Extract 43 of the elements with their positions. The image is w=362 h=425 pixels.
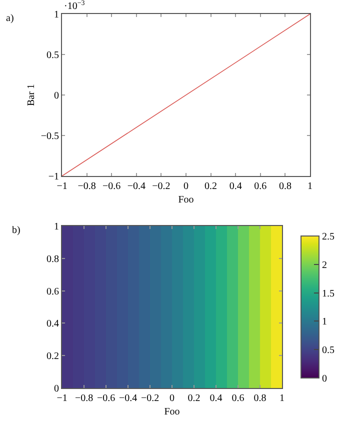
text: a) — [6, 13, 14, 24]
x-tick-label: 0.4 — [210, 393, 222, 404]
y-tick-label: 1 — [54, 10, 59, 20]
x-tick-label: −0.6 — [102, 181, 121, 192]
color-bar-label: 0 — [322, 374, 327, 384]
x-tick-label: 0 — [184, 181, 188, 192]
color-bar-label: 0.5 — [322, 345, 334, 356]
y-tick-label: −0.5 — [40, 131, 59, 142]
color-bar-label: 1 — [322, 316, 327, 328]
x-tick-label: 0.8 — [254, 393, 266, 404]
y-tick-label: 0.8 — [46, 254, 59, 265]
x-tick-label: −0.8 — [78, 181, 96, 192]
x-tick-label: 0 — [170, 393, 174, 404]
y-axis-title: Bar 1 — [26, 84, 37, 106]
x-tick-label: 0.4 — [229, 181, 242, 192]
text: ·10$^{−3}$ — [64, 0, 86, 12]
x-tick-label: −0.6 — [96, 393, 116, 404]
y-tick-label: 0.6 — [46, 286, 59, 298]
y-tick-label: 0 — [54, 384, 59, 394]
y-tick-label: 0 — [54, 90, 59, 102]
x-tick-label: −0.2 — [140, 393, 160, 404]
color-bar-label: 2 — [322, 260, 327, 271]
x-tick-label: −0.2 — [152, 181, 170, 192]
x-tick-label: 0.2 — [188, 393, 200, 404]
x-axis-title: Foo — [164, 406, 180, 418]
x-tick-label: 1 — [280, 393, 284, 404]
y-tick-label: 0.5 — [46, 50, 59, 61]
color-bar-label: 1.5 — [322, 288, 334, 300]
y-tick-label: 0.2 — [46, 351, 59, 362]
x-axis-title: Foo — [178, 194, 194, 206]
y-tick-label: 0.4 — [46, 318, 59, 330]
x-tick-label: 0.6 — [254, 181, 267, 192]
y-tick-label: −1 — [48, 172, 59, 182]
x-tick-label: 0.8 — [278, 181, 292, 192]
color-bar-label: 2.5 — [322, 232, 334, 242]
y-tick-label: 1 — [54, 222, 59, 232]
x-tick-label: 1 — [308, 181, 312, 192]
x-tick-label: 0.2 — [204, 181, 218, 192]
x-tick-label: −0.4 — [127, 181, 146, 192]
x-tick-label: 0.6 — [232, 393, 244, 404]
text: b) — [12, 225, 20, 236]
x-tick-label: −0.8 — [74, 393, 94, 404]
x-tick-label: −0.4 — [118, 393, 138, 404]
